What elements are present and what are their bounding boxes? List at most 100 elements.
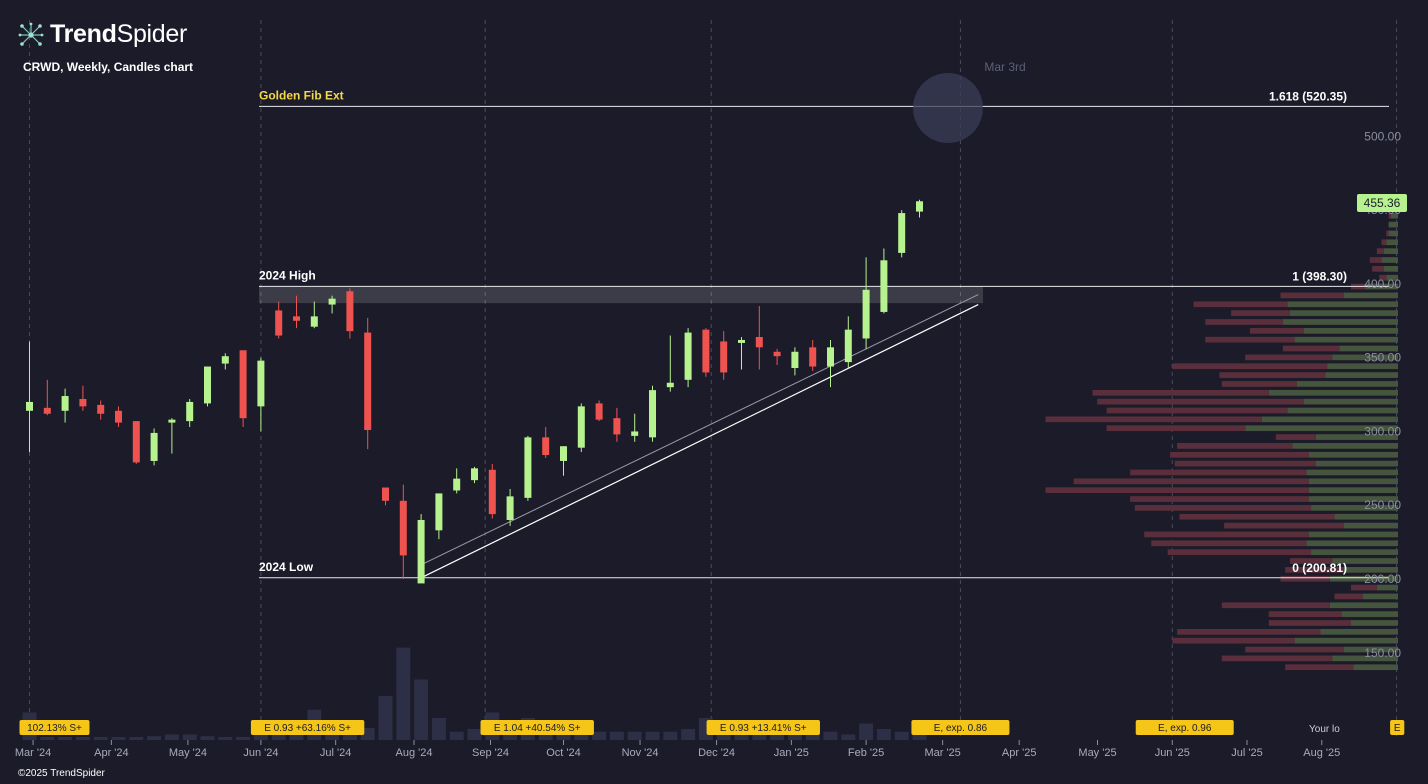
volume-profile-down-bar (1369, 257, 1382, 263)
volume-profile-up-bar (1329, 575, 1398, 582)
volume-profile-up-bar (1308, 451, 1398, 458)
volume-profile-down-bar (1289, 558, 1333, 564)
copyright: ©2025 TrendSpider (18, 768, 105, 779)
volume-bar (627, 731, 642, 740)
high-zone-layer (259, 286, 983, 304)
y-axis-tick-label: 400.00 (1364, 277, 1401, 291)
volume-bar (467, 729, 482, 740)
earnings-badge-label: E 0.93 +13.41% S+ (720, 723, 807, 734)
earnings-badge-label: E (1394, 723, 1401, 734)
candle-body-down (399, 500, 407, 556)
volume-profile-down-bar (1275, 434, 1316, 440)
marker-layer: Mar 3rd (913, 60, 1026, 143)
volume-profile-up-bar (1334, 513, 1398, 520)
volume-profile-up-bar (1332, 354, 1398, 361)
volume-bar (592, 731, 607, 740)
brand-logo: TrendSpider (18, 20, 187, 49)
volume-bar (414, 679, 429, 740)
fib-levels: 1.618 (520.35) Golden Fib Ext 1 (398.30) 20… (259, 88, 1389, 579)
candle-body-up (328, 298, 336, 305)
volume-profile-down-bar (1167, 549, 1312, 555)
volume-profile-up-bar (1311, 505, 1398, 511)
volume-bar (609, 731, 624, 740)
trendline-parallel (420, 294, 979, 566)
x-axis-tick-label: Dec '24 (698, 747, 735, 759)
volume-profile-down-bar (1170, 451, 1309, 458)
spider-network-icon (18, 22, 44, 46)
candle-body-down (346, 291, 354, 332)
candle-body-down (613, 418, 621, 435)
volume-profile-down-bar (1285, 566, 1344, 573)
volume-bar (449, 731, 464, 740)
x-axis-tick-label: Aug '25 (1303, 747, 1340, 759)
volume-profile-down-bar (1221, 602, 1330, 609)
volume-profile-up-bar (1339, 345, 1398, 352)
volume-profile-down-bar (1268, 611, 1342, 617)
volume-profile-down-bar (1092, 389, 1269, 396)
volume-bar (876, 729, 891, 740)
volume-profile-up-bar (1287, 301, 1398, 308)
candle-body-up (916, 201, 923, 212)
volume-bar (681, 729, 696, 740)
volume-bar (378, 696, 393, 740)
volume-profile-up-bar (1351, 620, 1398, 626)
candle-body-up (684, 332, 692, 380)
candle-body-down (755, 337, 763, 348)
volume-bar (289, 731, 304, 740)
volume-profile-up-bar (1343, 522, 1398, 529)
volume-bar (342, 734, 357, 740)
candle-body-up (666, 382, 674, 388)
volume-profile-down-bar (1379, 274, 1387, 281)
volume-profile-down-bar (1280, 575, 1330, 582)
volume-profile-down-bar (1334, 593, 1363, 600)
volume-profile-up-bar (1304, 398, 1398, 405)
future-date-label: Mar 3rd (984, 60, 1025, 74)
x-axis-tick-label: Feb '25 (848, 747, 884, 759)
volume-profile-down-bar (1177, 443, 1293, 449)
volume-bar (823, 731, 838, 740)
candle-body-up (26, 401, 33, 411)
volume-bar (147, 736, 162, 740)
candle-body-down (132, 421, 140, 463)
volume-bar (182, 734, 197, 740)
volume-profile-up-bar (1332, 558, 1398, 564)
candle-body-up (186, 401, 194, 422)
x-axis-tick-label: Jun '24 (243, 747, 278, 759)
volume-profile-down-bar (1381, 239, 1387, 246)
candle-body-up (61, 396, 69, 411)
candle-body-down (720, 341, 728, 373)
volume-bar (556, 731, 571, 740)
volume-profile-up-bar (1245, 425, 1398, 432)
earnings-badge (19, 720, 90, 735)
x-axis-tick-label: Jul '24 (320, 747, 351, 759)
volume-profile-down-bar (1106, 407, 1288, 414)
volume-profile-up-bar (1332, 655, 1398, 662)
candle-body-down (542, 437, 550, 456)
volume-bar (787, 734, 802, 740)
volume-profile-down-bar (1193, 301, 1288, 308)
volume-profile-down-bar (1221, 655, 1333, 662)
candle-body-up (577, 406, 585, 448)
volume-profile-down-bar (1144, 531, 1309, 538)
volume-bar (75, 737, 90, 740)
x-axis-tick-label: May '25 (1078, 747, 1116, 759)
volume-profile-down-bar (1177, 628, 1321, 635)
x-axis-tick-label: Mar '25 (924, 747, 960, 759)
volume-profile-up-bar (1353, 664, 1398, 671)
candle-body-down (364, 332, 372, 430)
volume-profile-down-bar (1372, 265, 1384, 272)
volume-profile-up-bar (1386, 274, 1398, 281)
volume-profile-up-bar (1289, 310, 1398, 316)
chart-title: CRWD, Weekly, Candles chart (23, 60, 194, 74)
candle-body-up (738, 339, 745, 343)
volume-profile-down-bar (1073, 478, 1309, 485)
volume-bar (111, 737, 126, 740)
volume-profile-up-bar (1306, 540, 1398, 547)
volume-bar (805, 734, 820, 740)
volume-bar (396, 647, 411, 740)
candle-body-down (97, 404, 105, 414)
volume-bar (431, 718, 446, 740)
volume-profile-up-bar (1292, 443, 1398, 449)
trendline-layer (420, 294, 979, 579)
